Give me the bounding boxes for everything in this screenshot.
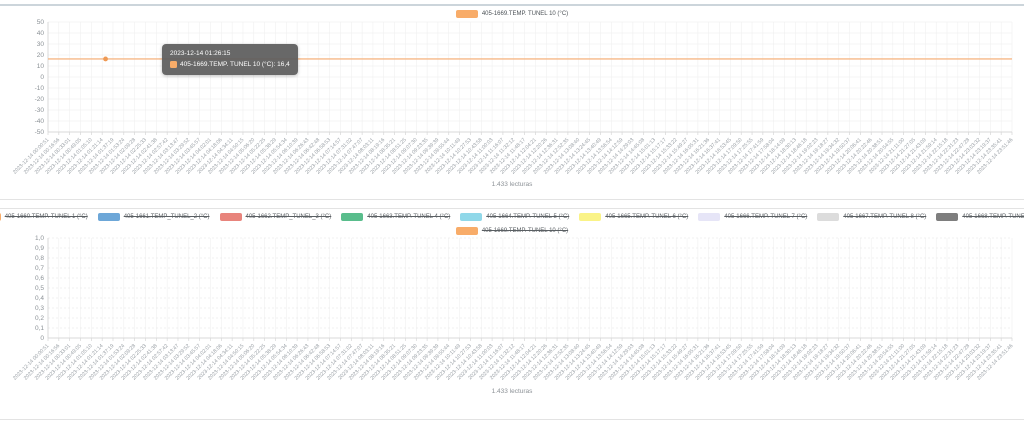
panel-divider xyxy=(0,208,1024,209)
legend-label: 405-1664.TEMP. TUNEL 5 (°C) xyxy=(486,214,570,220)
y-axis-tick-label: 0,7 xyxy=(35,265,44,272)
y-axis-tick-label: 10 xyxy=(37,63,45,70)
tooltip-series-swatch xyxy=(170,61,177,69)
legend-item[interactable]: 405-1660.TEMP. TUNEL 1 (°C) xyxy=(0,213,88,221)
y-axis-tick-label: 0 xyxy=(40,74,44,81)
y-axis-tick-label: -20 xyxy=(35,96,45,103)
y-axis-tick-label: 0,4 xyxy=(35,295,44,302)
y-axis-tick-label: 0,9 xyxy=(35,245,44,252)
y-axis-tick-label: 1,0 xyxy=(35,235,44,242)
y-axis-tick-label: -50 xyxy=(35,129,45,136)
legend-label: 405-1668.TEMP. TUNEL 9 (°C) xyxy=(962,214,1024,220)
legend-swatch xyxy=(455,10,478,18)
highlighted-data-point[interactable] xyxy=(103,56,108,62)
y-axis-tick-label: 0 xyxy=(40,335,44,342)
legend-item[interactable]: 405-1668.TEMP. TUNEL 9 (°C) xyxy=(936,213,1024,221)
legend-swatch xyxy=(341,213,364,221)
y-axis-tick-label: -10 xyxy=(35,85,45,92)
legend-label: 405-1661.TEMP_TUNEL_2 (°C) xyxy=(123,214,210,220)
y-axis-tick-label: 30 xyxy=(37,41,45,48)
legend-label: 405-1665.TEMP. TUNEL 6 (°C) xyxy=(605,214,689,220)
y-axis-tick-label: 0,8 xyxy=(35,255,44,262)
y-axis-tick-label: 20 xyxy=(37,52,45,59)
y-axis-tick-label: 0,5 xyxy=(35,285,44,292)
legend-item[interactable]: 405-1665.TEMP. TUNEL 6 (°C) xyxy=(579,213,688,221)
legend-label: 405-1669.TEMP. TUNEL 10 (°C) xyxy=(481,11,569,17)
legend-item[interactable]: 405-1669.TEMP. TUNEL 10 (°C) xyxy=(455,10,569,18)
chart-tooltip: 2023-12-14 01:26:15 405-1669.TEMP. TUNEL… xyxy=(162,44,298,76)
top-chart-legend: 405-1669.TEMP. TUNEL 10 (°C) xyxy=(0,9,1024,19)
legend-item[interactable]: 405-1662.TEMP_TUNEL_3 (°C) xyxy=(219,213,332,221)
top-divider xyxy=(0,4,1024,6)
legend-label: 405-1663.TEMP. TUNEL 4 (°C) xyxy=(367,214,451,220)
legend-label: 405-1667.TEMP. TUNEL 8 (°C) xyxy=(843,214,927,220)
legend-item[interactable]: 405-1667.TEMP. TUNEL 8 (°C) xyxy=(817,213,926,221)
y-axis-tick-label: 40 xyxy=(37,30,45,37)
bottom-chart-legend-row-2: 405-1669.TEMP. TUNEL 10 (°C) xyxy=(0,226,1024,236)
legend-swatch xyxy=(698,213,721,221)
legend-swatch xyxy=(579,213,602,221)
legend-swatch xyxy=(219,213,242,221)
y-axis-tick-label: 50 xyxy=(37,19,45,26)
legend-item[interactable]: 405-1664.TEMP. TUNEL 5 (°C) xyxy=(460,213,569,221)
legend-swatch xyxy=(460,213,483,221)
legend-swatch xyxy=(0,213,1,221)
panel-divider xyxy=(0,419,1024,420)
legend-label: 405-1662.TEMP_TUNEL_3 (°C) xyxy=(245,214,332,220)
bottom-chart-readings-count: 1.433 lecturas xyxy=(491,388,533,395)
temperature-chart-bottom: 1,00,90,80,70,60,50,40,30,20,102023-12-1… xyxy=(12,235,1014,381)
y-axis-tick-label: 0,3 xyxy=(35,305,44,312)
legend-item[interactable]: 405-1661.TEMP_TUNEL_2 (°C) xyxy=(97,213,210,221)
panel-divider xyxy=(0,199,1024,200)
legend-label: 405-1669.TEMP. TUNEL 10 (°C) xyxy=(481,228,569,234)
legend-swatch xyxy=(936,213,959,221)
legend-item[interactable]: 405-1663.TEMP. TUNEL 4 (°C) xyxy=(341,213,450,221)
legend-swatch xyxy=(817,213,840,221)
y-axis-tick-label: 0,2 xyxy=(35,315,44,322)
legend-label: 405-1666.TEMP. TUNEL 7 (°C) xyxy=(724,214,808,220)
legend-swatch xyxy=(97,213,120,221)
tooltip-timestamp: 2023-12-14 01:26:15 xyxy=(170,50,231,57)
y-axis-tick-label: -30 xyxy=(35,107,45,114)
y-axis-tick-label: 0,6 xyxy=(35,275,44,282)
tooltip-series-value: 405-1669.TEMP. TUNEL 10 (°C): 16,4 xyxy=(180,61,290,69)
y-axis-tick-label: 0,1 xyxy=(35,325,44,332)
bottom-chart-legend-row-1: 405-1660.TEMP. TUNEL 1 (°C) 405-1661.TEMP… xyxy=(0,212,1024,222)
legend-label: 405-1660.TEMP. TUNEL 1 (°C) xyxy=(4,214,88,220)
y-axis-tick-label: -40 xyxy=(35,118,45,125)
legend-item[interactable]: 405-1666.TEMP. TUNEL 7 (°C) xyxy=(698,213,807,221)
legend-swatch xyxy=(455,227,478,235)
top-chart-readings-count: 1.433 lecturas xyxy=(491,181,533,188)
legend-item[interactable]: 405-1669.TEMP. TUNEL 10 (°C) xyxy=(455,227,569,235)
